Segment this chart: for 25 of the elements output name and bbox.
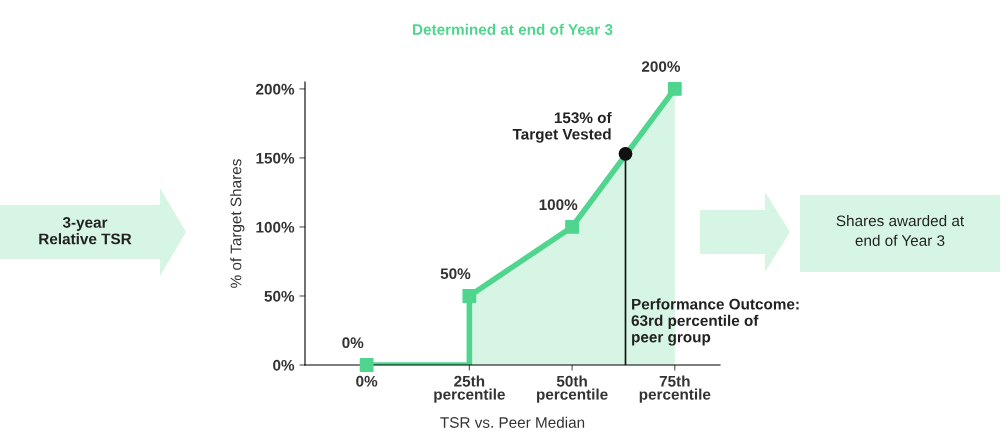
x-tick-label: 50th percentile bbox=[537, 375, 608, 403]
annotation: 153% of Target Vested bbox=[512, 111, 612, 143]
data-label: 100% bbox=[539, 199, 578, 211]
annotation: Performance Outcome: 63rd percentile of peer group bbox=[631, 298, 799, 346]
y-tick-label: 0% bbox=[273, 359, 295, 371]
point bbox=[462, 289, 477, 303]
data-label: 0% bbox=[342, 337, 364, 349]
y-tick-label: 150% bbox=[256, 152, 295, 164]
chart-title: Determined at end of Year 3 bbox=[413, 23, 613, 35]
text: 3-year Relative TSR bbox=[39, 217, 132, 245]
x-tick-label: 75th percentile bbox=[639, 375, 711, 403]
point bbox=[618, 146, 633, 161]
point bbox=[667, 81, 682, 96]
text: Shares awarded at end of Year 3 bbox=[836, 214, 965, 246]
x-axis-title: TSR vs. Peer Median bbox=[440, 416, 585, 428]
x-tick-label: 0% bbox=[356, 375, 378, 387]
y-tick-label: 200% bbox=[256, 83, 295, 95]
y-tick-label: 100% bbox=[256, 221, 295, 233]
y-axis-title: % of Target Shares bbox=[230, 159, 245, 288]
x-tick-label: 25th percentile bbox=[434, 375, 505, 403]
data-label: 200% bbox=[641, 61, 681, 72]
point bbox=[565, 220, 579, 234]
y-tick-label: 50% bbox=[264, 290, 295, 302]
data-label: 50% bbox=[440, 268, 471, 280]
point bbox=[359, 358, 374, 372]
